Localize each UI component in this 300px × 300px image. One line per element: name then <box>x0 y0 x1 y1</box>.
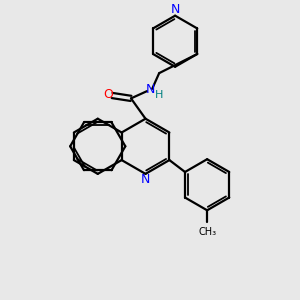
Text: N: N <box>146 83 155 96</box>
Text: H: H <box>155 90 163 100</box>
Text: N: N <box>170 3 180 16</box>
Text: O: O <box>103 88 113 101</box>
Text: N: N <box>141 173 150 186</box>
Text: CH₃: CH₃ <box>199 227 217 237</box>
